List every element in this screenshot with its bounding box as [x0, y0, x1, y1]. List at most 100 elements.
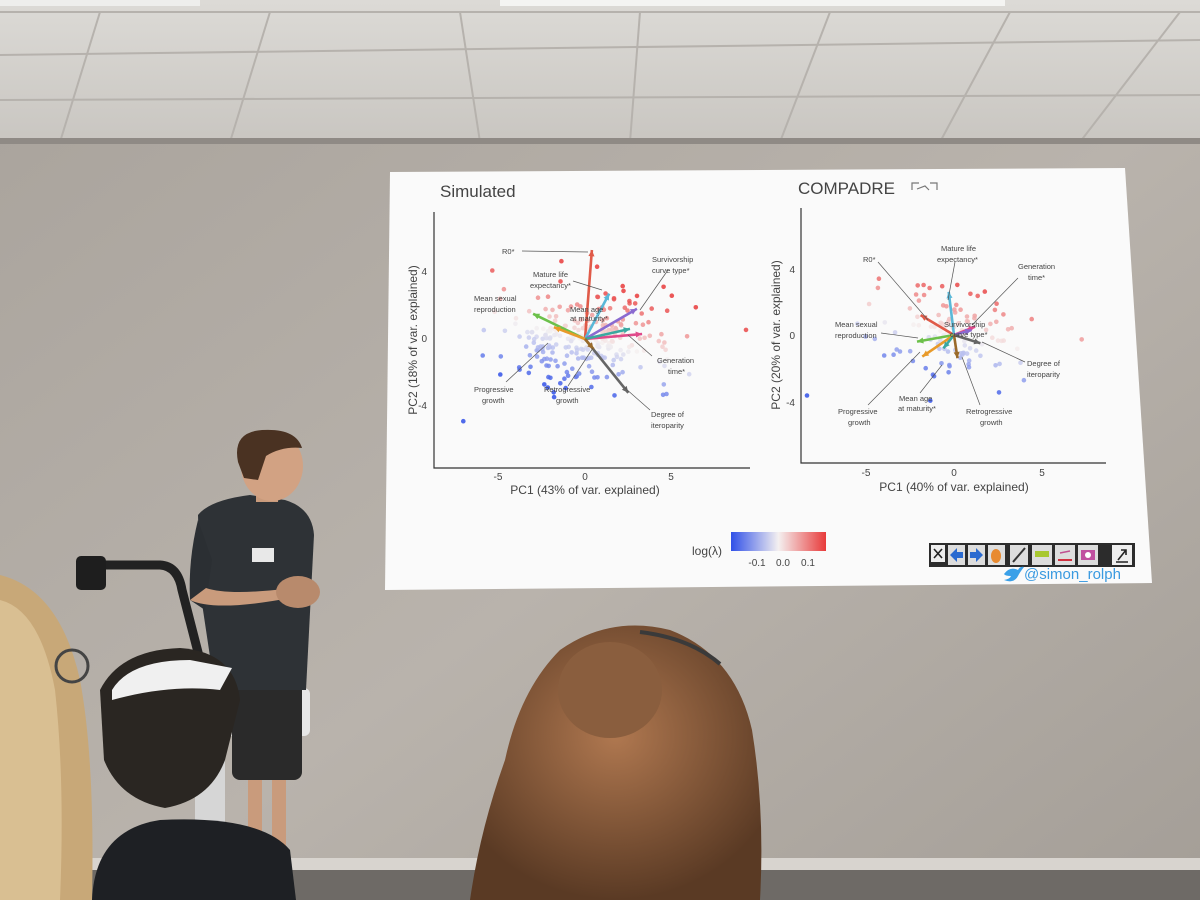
- data-point: [622, 305, 628, 311]
- data-point: [891, 352, 896, 358]
- loading-label-line: reproduction: [835, 331, 877, 340]
- data-point: [626, 349, 631, 355]
- data-point: [892, 330, 898, 335]
- data-point: [875, 285, 881, 291]
- loading-arrowhead: [621, 385, 629, 393]
- loading-label-line: Generation: [1018, 262, 1055, 271]
- x-ticks: -5 0 5: [862, 468, 1046, 479]
- loading-arrowhead: [922, 350, 930, 357]
- loading-arrowhead: [587, 342, 594, 350]
- data-point: [657, 359, 662, 365]
- data-point: [995, 338, 1001, 343]
- data-point: [855, 321, 860, 327]
- plot-axes: [433, 212, 750, 469]
- data-point: [568, 338, 574, 344]
- data-point: [614, 354, 620, 360]
- data-point: [618, 321, 624, 327]
- data-point: [540, 336, 545, 342]
- data-point: [988, 321, 993, 327]
- data-point: [641, 348, 647, 353]
- y-ticks: 4 0 -4: [418, 267, 427, 412]
- data-point: [661, 284, 666, 290]
- data-point: [915, 283, 920, 288]
- data-point: [958, 307, 963, 313]
- data-point: [552, 318, 558, 324]
- panel-title: Simulated: [440, 182, 516, 201]
- loading-label: Degree of iteroparity: [1027, 359, 1061, 379]
- data-point: [990, 335, 995, 341]
- title-bracket-icon: [911, 182, 938, 191]
- exit-icon[interactable]: [1112, 545, 1132, 565]
- data-point: [568, 304, 574, 309]
- data-point: [983, 327, 989, 333]
- data-point: [966, 358, 972, 363]
- loading-label-line: Degree of: [1027, 359, 1061, 368]
- data-point: [938, 328, 943, 334]
- data-point: [964, 351, 970, 356]
- data-point: [642, 335, 647, 341]
- forward-arrow-icon[interactable]: [968, 545, 985, 565]
- eraser-icon[interactable]: [1055, 545, 1075, 565]
- data-point: [863, 334, 868, 339]
- data-point: [992, 307, 998, 313]
- projection-screen: [385, 168, 1152, 590]
- data-point: [526, 370, 532, 376]
- data-point: [586, 363, 592, 369]
- loading-arrow: [919, 313, 955, 337]
- data-point: [872, 336, 878, 342]
- loading-label: Mean age at maturity*: [898, 394, 936, 413]
- highlighter-icon[interactable]: [1032, 545, 1052, 565]
- data-point: [553, 358, 558, 364]
- data-point: [554, 332, 559, 337]
- data-point: [600, 317, 606, 323]
- data-point: [551, 390, 556, 395]
- data-point: [955, 282, 960, 288]
- loading-label-line: curve type*: [950, 330, 988, 339]
- hand-icon[interactable]: [988, 545, 1005, 565]
- close-icon[interactable]: [931, 545, 945, 562]
- x-axis-title: PC1 (40% of var. explained): [879, 480, 1028, 494]
- y-ticks: 4 0 -4: [786, 265, 795, 409]
- data-point: [1029, 316, 1034, 322]
- loading-label-line: expectancy*: [937, 255, 978, 264]
- data-point: [461, 418, 466, 424]
- loading-label-line: at maturity*: [898, 404, 936, 413]
- data-point: [569, 350, 574, 355]
- loading-label-line: at maturity*: [570, 314, 608, 323]
- data-point: [541, 326, 546, 332]
- data-point: [937, 346, 942, 352]
- data-point: [669, 293, 675, 299]
- data-point: [939, 283, 945, 289]
- data-point: [611, 357, 616, 363]
- panel-title: COMPADRE: [798, 179, 895, 198]
- camera-icon[interactable]: [1078, 545, 1098, 565]
- data-point: [539, 358, 545, 364]
- pen-icon[interactable]: [1010, 545, 1028, 565]
- data-point: [618, 347, 623, 353]
- data-point: [996, 390, 1002, 395]
- loading-label-line: Mean age: [570, 305, 603, 314]
- x-tick-label: 5: [1039, 468, 1045, 479]
- loading-label-line: Mean sexual: [835, 320, 878, 329]
- data-point: [580, 325, 586, 331]
- data-point: [576, 327, 581, 333]
- loading-arrow: [584, 307, 638, 341]
- data-point: [535, 345, 541, 350]
- data-point: [548, 357, 553, 362]
- data-point: [574, 302, 580, 307]
- data-point: [546, 343, 552, 348]
- loading-arrow: [583, 292, 611, 340]
- data-point: [881, 353, 887, 358]
- loading-label: Retrogressive growth: [544, 385, 590, 405]
- data-point: [659, 331, 664, 337]
- data-point: [604, 315, 610, 321]
- loading-arrowhead: [973, 338, 981, 345]
- data-point: [684, 334, 690, 339]
- data-point: [932, 324, 937, 330]
- loading-arrowhead: [953, 351, 960, 359]
- back-arrow-icon[interactable]: [948, 545, 965, 565]
- loading-label-line: growth: [556, 396, 579, 405]
- loading-arrow: [947, 291, 956, 336]
- x-ticks: -5 0 5: [494, 472, 675, 483]
